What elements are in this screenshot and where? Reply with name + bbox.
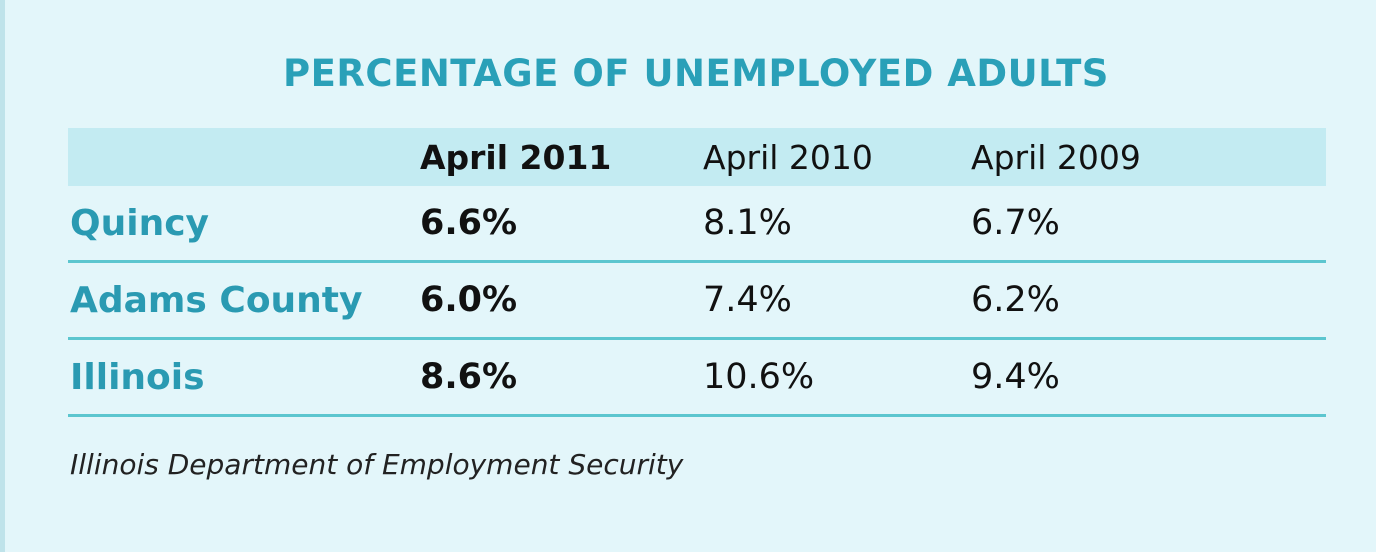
cell-quincy-2009: 6.7% <box>971 203 1060 243</box>
cell-quincy-2010: 8.1% <box>703 203 792 243</box>
row-label-adams-county: Adams County <box>70 279 363 321</box>
cell-adams-county-2009: 6.2% <box>971 280 1060 320</box>
column-header-april-2011: April 2011 <box>420 137 612 177</box>
column-header-april-2009: April 2009 <box>971 137 1141 177</box>
cell-illinois-2011: 8.6% <box>420 357 518 397</box>
unemployment-table: April 2011 April 2010 April 2009 Quincy … <box>68 128 1326 417</box>
table-row-illinois: Illinois 8.6% 10.6% 9.4% <box>68 340 1326 417</box>
table-header-row: April 2011 April 2010 April 2009 <box>68 128 1326 186</box>
left-edge-stripe <box>0 0 5 552</box>
row-label-illinois: Illinois <box>70 356 205 398</box>
chart-title: PERCENTAGE OF UNEMPLOYED ADULTS <box>283 52 1109 95</box>
cell-adams-county-2011: 6.0% <box>420 280 518 320</box>
cell-quincy-2011: 6.6% <box>420 203 518 243</box>
table-row-adams-county: Adams County 6.0% 7.4% 6.2% <box>68 263 1326 340</box>
row-label-quincy: Quincy <box>70 202 210 244</box>
column-header-april-2010: April 2010 <box>703 137 873 177</box>
cell-illinois-2010: 10.6% <box>703 357 815 397</box>
cell-adams-county-2010: 7.4% <box>703 280 792 320</box>
source-note: Illinois Department of Employment Securi… <box>70 448 684 481</box>
cell-illinois-2009: 9.4% <box>971 357 1060 397</box>
table-row-quincy: Quincy 6.6% 8.1% 6.7% <box>68 186 1326 263</box>
